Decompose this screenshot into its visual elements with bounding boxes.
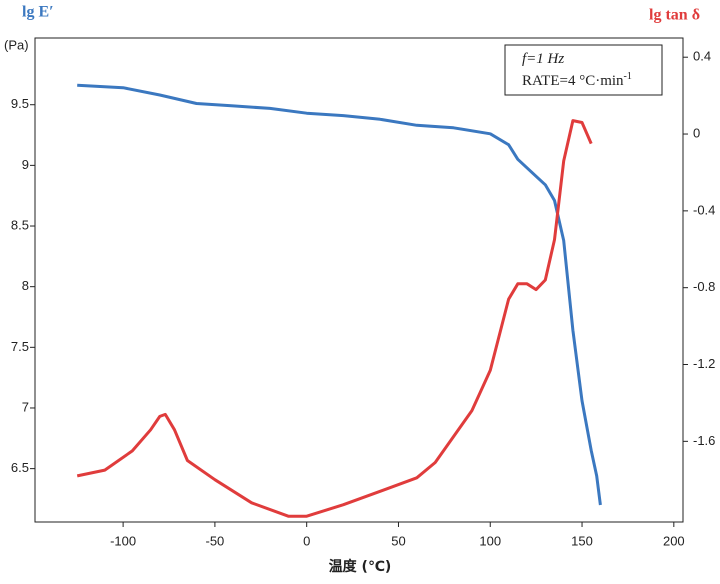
y-tick-label: 7	[22, 399, 29, 414]
data-line	[77, 83, 602, 506]
annotation-text: f=1 Hz	[522, 51, 564, 67]
x-tick-label: 0	[303, 533, 310, 548]
annotation: f=1 Hz	[522, 51, 564, 67]
y2-axis-title: lg tan δ	[649, 7, 700, 24]
plot-frame	[34, 37, 684, 523]
x-tick-label: 200	[663, 533, 685, 548]
annotation: RATE=4 °C·min-1	[522, 71, 632, 89]
y-tick-label: 7.5	[11, 339, 29, 354]
x-tick-label: -50	[205, 533, 224, 548]
y2-tick-label: -1.2	[693, 356, 715, 371]
y2-tick-label: -0.8	[693, 279, 715, 294]
y2-tick-label: -1.6	[693, 433, 715, 448]
x-tick-label: 50	[391, 533, 405, 548]
x-tick-label: 100	[479, 533, 501, 548]
annotation-text: RATE=4 °C·min	[522, 73, 624, 89]
annotation-text: -1	[624, 71, 632, 82]
y-tick-label: 9	[22, 157, 29, 172]
y-tick-label: 8.5	[11, 217, 29, 232]
y2-tick-label: 0.4	[693, 49, 711, 64]
y-tick-label: 9.5	[11, 96, 29, 111]
y-unit: (Pa)	[4, 37, 29, 52]
x-tick-label: 150	[571, 533, 593, 548]
data-line	[76, 119, 593, 518]
y2-tick-label: -0.4	[693, 202, 715, 217]
annotation-box	[504, 44, 663, 96]
y-tick-label: 8	[22, 278, 29, 293]
x-axis-title: 温度 (℃)	[329, 558, 392, 575]
y2-tick-label: 0	[693, 125, 700, 140]
x-tick-label: -100	[110, 533, 136, 548]
y-axis-title: lg E′	[22, 4, 54, 21]
y-tick-label: 6.5	[11, 460, 29, 475]
